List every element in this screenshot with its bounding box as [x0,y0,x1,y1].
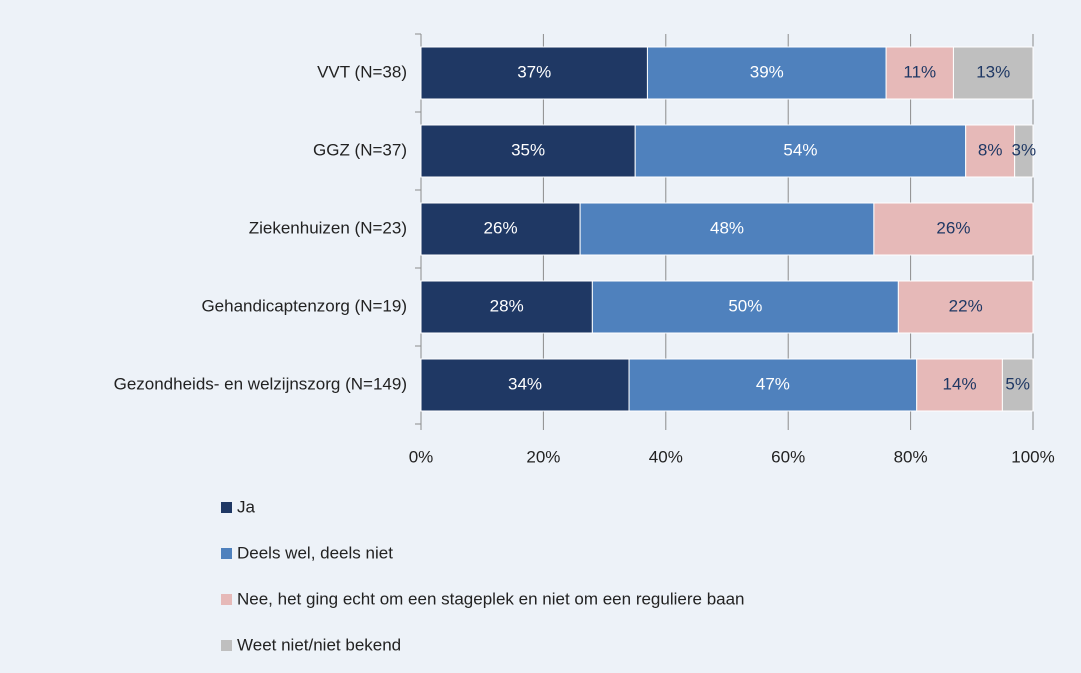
bar-segment [628,358,918,412]
bar-segment [420,202,581,256]
bar-segment [897,280,1034,334]
bar-segment [579,202,875,256]
bar-segment [420,358,630,412]
bar-segment [646,46,887,100]
y-tick-label: GGZ (N=37) [313,140,407,159]
bar-segment [965,124,1016,178]
data-label: 47% [756,374,790,393]
data-label: 34% [508,374,542,393]
bar-segment [916,358,1003,412]
data-label: 39% [750,62,784,81]
legend-label: Nee, het ging echt om een stageplek en n… [237,589,745,608]
x-tick-label: 20% [526,447,560,466]
legend-swatch [221,548,232,559]
bar-segment [591,280,899,334]
legend-swatch [221,594,232,605]
y-tick-label: Gehandicaptenzorg (N=19) [201,296,407,315]
legend-swatch [221,640,232,651]
bar-segment [1014,124,1034,178]
y-tick-label: Gezondheids- en welzijnszorg (N=149) [114,374,407,393]
data-label: 22% [949,296,983,315]
bar-segment [420,124,636,178]
legend-label: Deels wel, deels niet [237,543,393,562]
data-label: 3% [1012,140,1037,159]
legend-label: Ja [237,497,256,516]
bar-segment [885,46,954,100]
data-label: 48% [710,218,744,237]
x-tick-label: 40% [649,447,683,466]
x-tick-label: 60% [771,447,805,466]
bar-segment [952,46,1034,100]
data-label: 54% [783,140,817,159]
data-label: 14% [943,374,977,393]
data-label: 28% [490,296,524,315]
data-label: 11% [903,62,936,81]
y-tick-label: Ziekenhuizen (N=23) [249,218,407,237]
data-label: 5% [1005,374,1030,393]
bar-segment [1001,358,1034,412]
data-label: 8% [978,140,1003,159]
bar-segment [634,124,967,178]
bar-segment [420,46,648,100]
x-tick-label: 0% [409,447,434,466]
bar-segment [873,202,1034,256]
x-tick-label: 100% [1011,447,1054,466]
data-label: 13% [976,62,1010,81]
data-label: 26% [484,218,518,237]
y-tick-label: VVT (N=38) [317,62,407,81]
data-label: 26% [936,218,970,237]
legend-swatch [221,502,232,513]
bar-segment [420,280,593,334]
x-tick-label: 80% [894,447,928,466]
data-label: 37% [517,62,551,81]
data-label: 50% [728,296,762,315]
legend-label: Weet niet/niet bekend [237,635,401,654]
data-label: 35% [511,140,545,159]
